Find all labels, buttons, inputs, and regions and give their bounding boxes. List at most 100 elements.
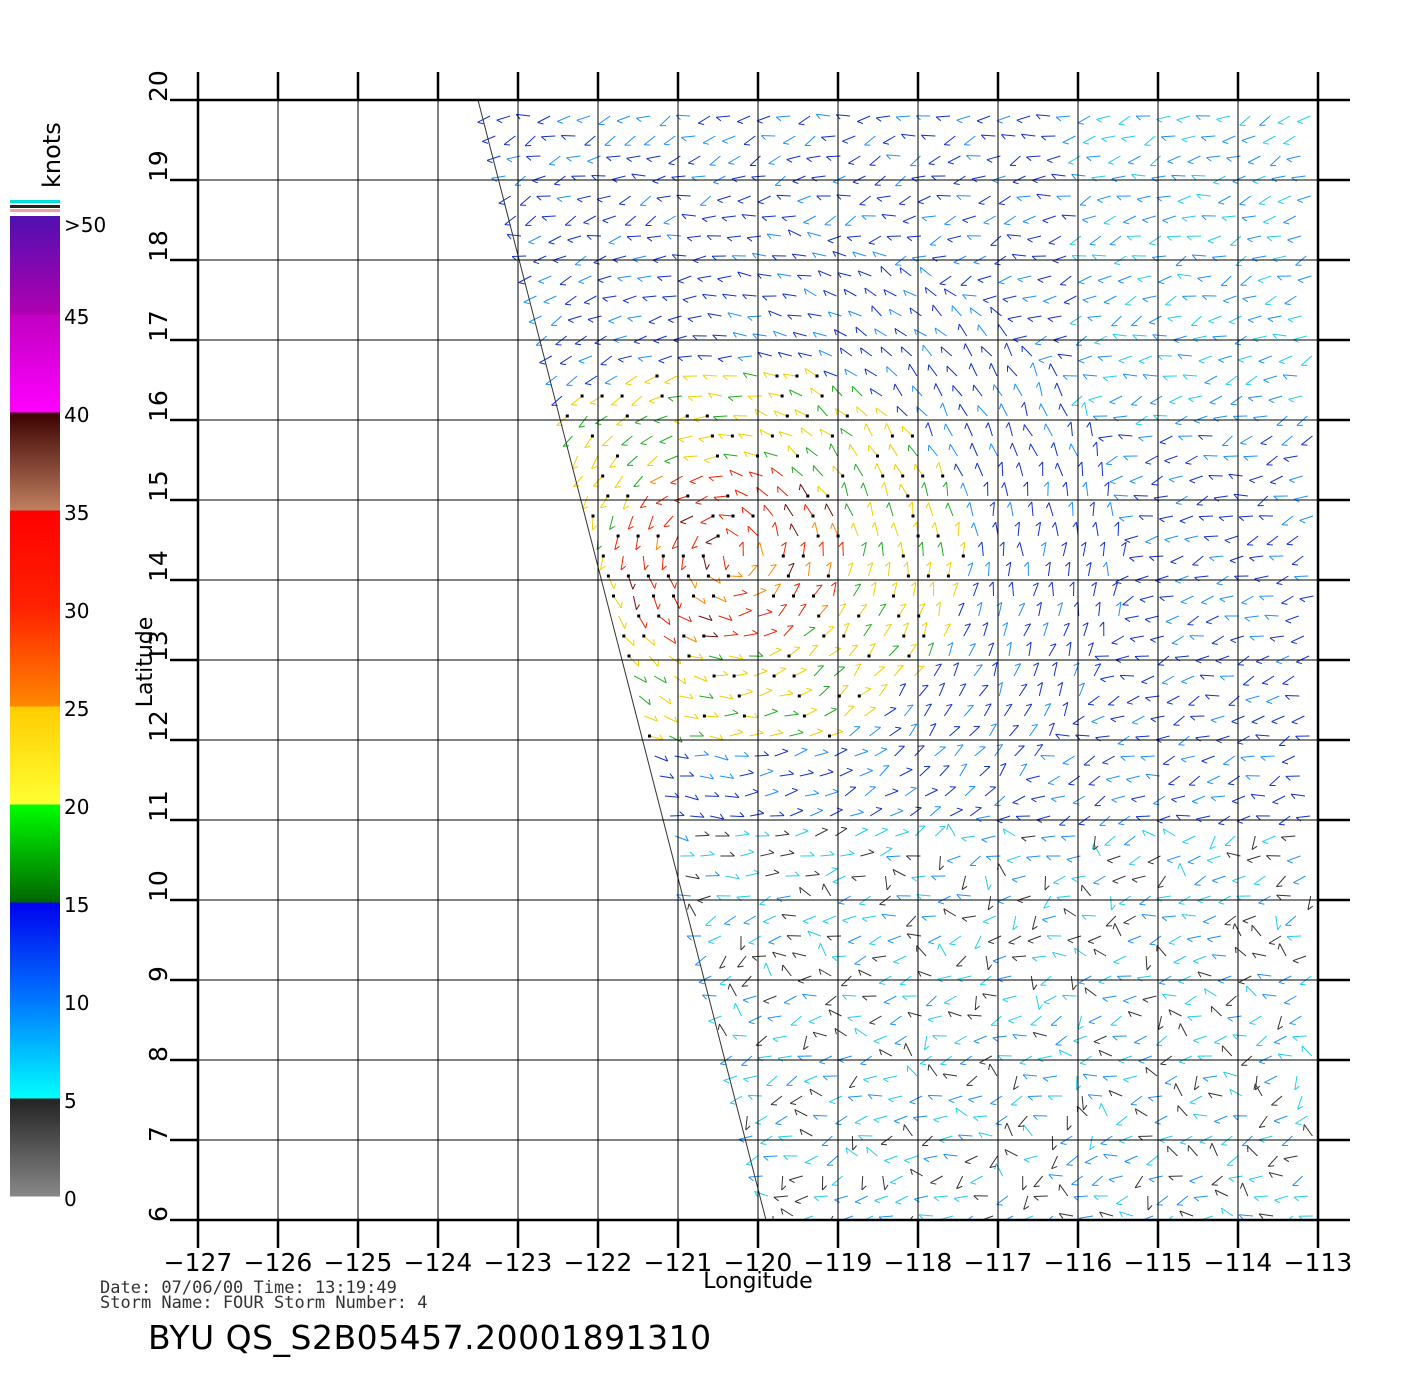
wind-vector: [737, 955, 747, 968]
wind-barb: [829, 850, 835, 856]
wind-barb: [1112, 333, 1118, 340]
wind-barb: [622, 505, 629, 510]
wind-barb: [1259, 1061, 1266, 1065]
wind-vector: [1098, 602, 1101, 617]
wind-vector: [1058, 602, 1063, 617]
wind-vector: [754, 1190, 768, 1197]
wind-vector: [749, 471, 763, 477]
wind-barb: [1101, 138, 1107, 143]
wind-barb: [1165, 621, 1172, 625]
wind-vector: [837, 272, 852, 277]
wind-vector: [607, 575, 615, 590]
rain-flag-dot: [737, 694, 741, 698]
wind-barb: [1228, 783, 1235, 786]
longitude-tick-label: −121: [644, 1248, 713, 1277]
wind-vector: [1051, 795, 1066, 800]
wind-barb: [978, 202, 985, 205]
wind-barb: [1218, 516, 1225, 522]
wind-vector: [516, 113, 531, 117]
wind-vector: [1293, 875, 1306, 884]
wind-vector: [1213, 495, 1228, 499]
wind-vector: [775, 1115, 788, 1125]
wind-barb: [1150, 718, 1157, 723]
wind-barb: [1187, 161, 1194, 165]
rain-flag-dot: [837, 694, 841, 698]
wind-vector: [744, 715, 759, 719]
rain-flag-dot: [781, 554, 785, 558]
wind-vector: [728, 575, 743, 577]
wind-vector: [852, 175, 866, 183]
wind-vector: [512, 255, 527, 257]
wind-vector: [1109, 1090, 1123, 1097]
wind-barb: [818, 350, 822, 356]
scale-tick-label: 20: [64, 795, 89, 819]
wind-vector: [804, 135, 816, 146]
wind-vector: [1070, 975, 1074, 990]
wind-barb: [764, 831, 770, 837]
wind-barb: [733, 1003, 736, 1010]
wind-barb: [913, 1198, 920, 1203]
wind-barb: [866, 768, 873, 772]
wind-vector: [874, 522, 879, 537]
wind-vector: [1012, 795, 1026, 804]
rain-flag-dot: [897, 614, 901, 618]
latitude-tick-label: 13: [144, 630, 173, 662]
wind-vector: [681, 135, 696, 138]
rain-flag-dot: [785, 414, 789, 418]
wind-vector: [1098, 1049, 1113, 1057]
wind-barb: [1247, 238, 1253, 243]
wind-vector: [833, 582, 837, 597]
wind-vector: [556, 415, 568, 426]
wind-vector: [725, 875, 740, 880]
wind-vector: [1133, 495, 1148, 497]
wind-barb: [961, 885, 968, 891]
x-axis-label: Longitude: [703, 1269, 812, 1294]
wind-vector: [888, 1095, 903, 1100]
wind-vector: [1164, 535, 1179, 540]
wind-barb: [909, 1101, 916, 1105]
wind-vector: [1249, 1015, 1262, 1024]
wind-barb: [1289, 1022, 1296, 1025]
wind-vector: [948, 1095, 963, 1101]
wind-barb: [1268, 399, 1275, 404]
wind-vector: [1257, 275, 1272, 281]
wind-vector: [1119, 515, 1134, 519]
wind-vector: [1118, 115, 1131, 125]
rain-flag-dot: [901, 474, 905, 478]
wind-vector: [784, 789, 798, 797]
wind-vector: [908, 444, 918, 457]
wind-barb: [881, 913, 887, 920]
wind-vector: [1208, 315, 1222, 322]
wind-vector: [1036, 815, 1051, 821]
wind-vector: [1262, 135, 1276, 144]
wind-barb: [909, 307, 912, 314]
wind-barb: [1098, 437, 1104, 442]
wind-barb: [1115, 581, 1122, 585]
wind-barb: [862, 748, 869, 752]
wind-vector: [718, 1023, 728, 1037]
wind-barb: [617, 358, 624, 363]
rain-flag-dot: [812, 594, 815, 598]
wind-barb: [1238, 981, 1245, 985]
wind-vector: [789, 389, 803, 397]
wind-vector: [648, 655, 659, 667]
wind-vector: [939, 275, 952, 285]
wind-barb: [961, 763, 968, 767]
wind-barb: [575, 343, 582, 346]
wind-vector: [992, 1035, 1007, 1039]
wind-vector: [919, 766, 931, 777]
wind-vector: [1110, 715, 1125, 720]
wind-barb: [792, 332, 797, 338]
wind-barb: [1055, 733, 1060, 740]
wind-vector: [1181, 215, 1196, 219]
wind-barb: [664, 382, 671, 385]
wind-barb: [802, 920, 809, 924]
wind-vector: [1061, 214, 1076, 217]
wind-vector: [883, 289, 897, 297]
wind-vector: [990, 1015, 1002, 1026]
rain-flag-dot: [795, 374, 799, 378]
wind-vector: [737, 115, 751, 123]
wind-barb: [741, 589, 748, 594]
wind-barb: [815, 113, 821, 120]
wind-barb: [823, 370, 828, 377]
